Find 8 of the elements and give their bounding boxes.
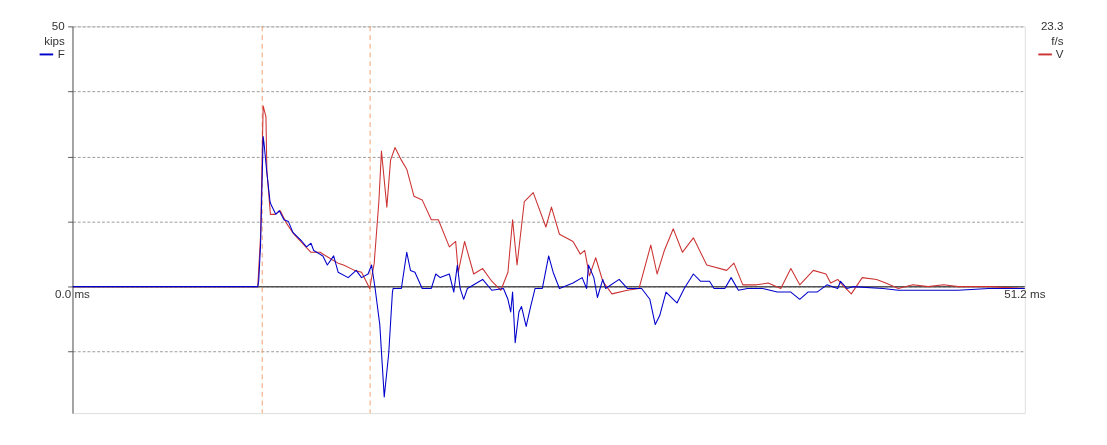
text: kips	[44, 33, 65, 47]
legend-label: V	[1055, 47, 1064, 61]
text: f/s	[1051, 33, 1064, 47]
legend-label: F	[57, 47, 65, 61]
x-tick-label: 51.2 ms	[1004, 287, 1046, 301]
text: 50	[51, 19, 65, 33]
x-tick-label: 0.0 ms	[55, 287, 91, 301]
text: 23.3	[1040, 19, 1064, 33]
